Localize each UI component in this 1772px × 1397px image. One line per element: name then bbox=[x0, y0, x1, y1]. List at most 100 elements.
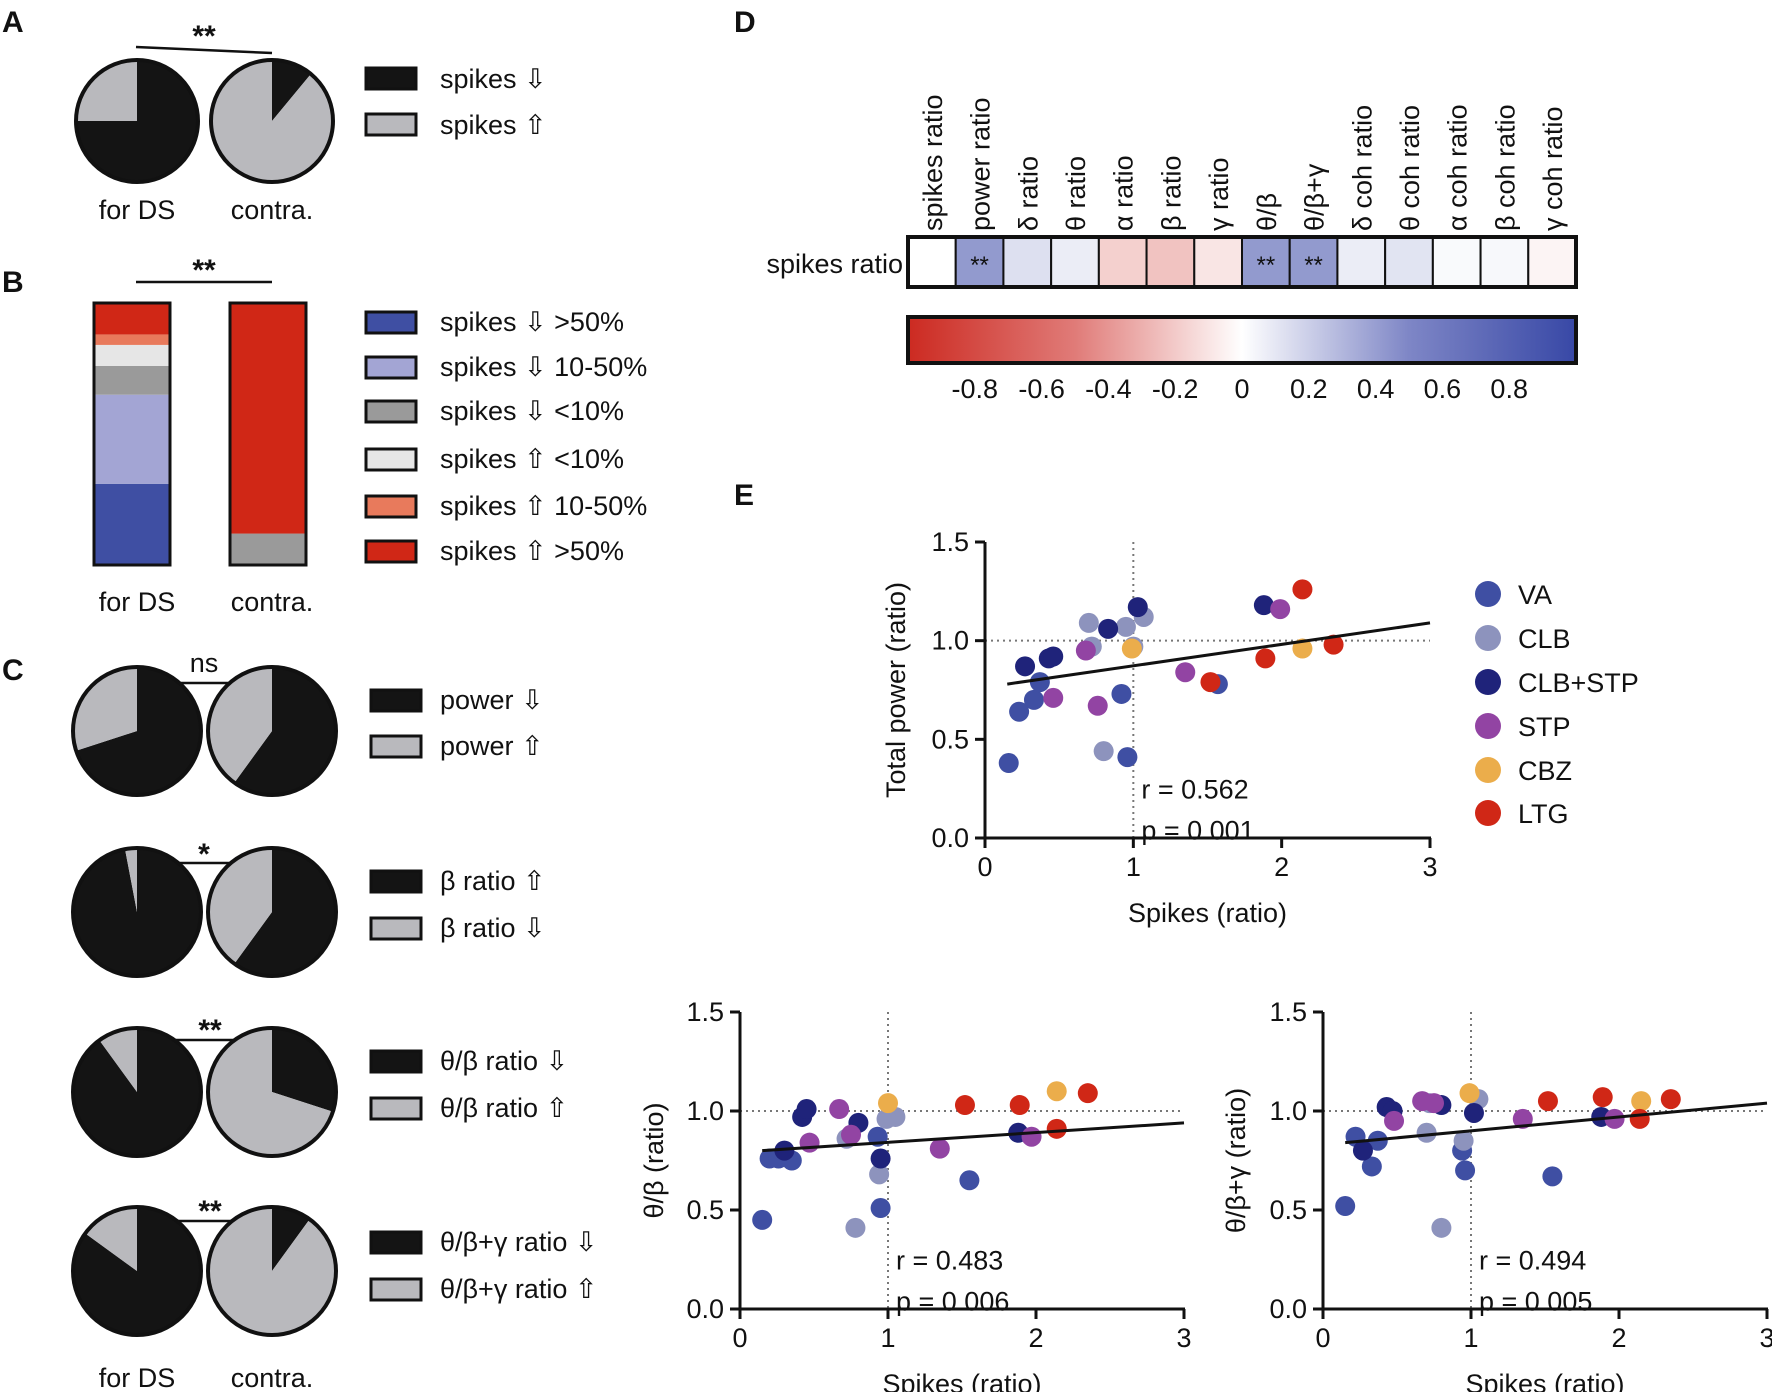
legend-swatch bbox=[364, 399, 418, 424]
group-label-contra: contra. bbox=[231, 1363, 314, 1392]
pie-slice bbox=[234, 667, 336, 795]
heatmap-column-label: γ ratio bbox=[1204, 157, 1234, 231]
legend-swatch bbox=[369, 1049, 423, 1074]
legend-label: spikes ⇧ <10% bbox=[440, 444, 624, 474]
legend-marker-clb-stp bbox=[1475, 669, 1501, 695]
scatter-total-power: 0 1 2 3 0.0 0.5 1.0 1.5 r = 0.562 p = 0.001 Spikes… bbox=[881, 527, 1438, 928]
pie-slice bbox=[99, 1028, 137, 1092]
legend-label-ltg: LTG bbox=[1518, 799, 1569, 829]
x-axis-label: Spikes (ratio) bbox=[1465, 1369, 1624, 1392]
y-tick-label: 0.0 bbox=[1269, 1294, 1307, 1324]
data-point bbox=[1023, 689, 1044, 710]
data-point bbox=[1270, 599, 1291, 620]
data-point bbox=[796, 1099, 817, 1120]
legend-label-down: spikes ⇩ bbox=[440, 64, 547, 94]
colorbar-tick-label: 0.4 bbox=[1357, 374, 1395, 404]
pie-slice bbox=[85, 1207, 137, 1271]
pie-slice bbox=[207, 848, 272, 964]
data-point bbox=[1537, 1091, 1558, 1112]
bar-segment bbox=[94, 394, 170, 484]
sig-label: * bbox=[198, 838, 210, 871]
data-point bbox=[1046, 1081, 1067, 1102]
data-point bbox=[1175, 662, 1196, 683]
legend-marker-clb bbox=[1475, 625, 1501, 651]
data-point bbox=[1361, 1156, 1382, 1177]
heatmap-column-label: θ/β bbox=[1252, 193, 1282, 231]
heatmap-column-label: θ ratio bbox=[1061, 156, 1091, 231]
data-point bbox=[1015, 656, 1036, 677]
pie-outline bbox=[206, 846, 338, 978]
legend-label: spikes ⇩ <10% bbox=[440, 396, 624, 426]
y-axis-label: θ/β+γ (ratio) bbox=[1221, 1088, 1251, 1233]
bar-segment bbox=[94, 334, 170, 345]
regression-line bbox=[1345, 1101, 1768, 1145]
data-point bbox=[1352, 1140, 1373, 1161]
pie-slice bbox=[272, 1028, 336, 1112]
heatmap-star: ** bbox=[1257, 252, 1276, 279]
stat-p: p = 0.001 bbox=[1141, 816, 1254, 846]
data-point bbox=[1021, 1126, 1042, 1147]
pie-slice bbox=[76, 667, 201, 795]
y-tick-label: 1.5 bbox=[931, 527, 969, 557]
data-point bbox=[1255, 648, 1276, 669]
data-point bbox=[1631, 1091, 1652, 1112]
legend-label-clb-stp: CLB+STP bbox=[1518, 668, 1639, 698]
y-tick-label: 0.0 bbox=[931, 823, 969, 853]
legend-label: spikes ⇧ 10-50% bbox=[440, 491, 647, 521]
stat-r: r = 0.483 bbox=[896, 1246, 1003, 1276]
data-point bbox=[870, 1148, 891, 1169]
bar-segment bbox=[94, 303, 170, 335]
heatmap-cell bbox=[1002, 236, 1053, 288]
pie-for-ds bbox=[74, 58, 200, 184]
stat-p: p = 0.006 bbox=[896, 1287, 1009, 1317]
legend-swatch bbox=[369, 734, 423, 759]
data-point bbox=[1111, 683, 1132, 704]
data-point bbox=[1043, 646, 1064, 667]
heatmap-cell bbox=[1336, 236, 1387, 288]
y-tick-label: 1.0 bbox=[1269, 1096, 1307, 1126]
panel-c: ns power ⇩ power ⇧ * β ratio ⇧ β ratio ⇩… bbox=[71, 648, 597, 1393]
colorbar-tick-label: -0.4 bbox=[1085, 374, 1132, 404]
bar-outline bbox=[92, 301, 172, 567]
heatmap-cell bbox=[1097, 236, 1148, 288]
pie-outline bbox=[71, 846, 203, 978]
legend-swatch bbox=[364, 355, 418, 380]
colorbar-tick-label: 0.2 bbox=[1290, 374, 1328, 404]
legend-label-stp: STP bbox=[1518, 712, 1571, 742]
colorbar-ticks: -0.8 -0.6 -0.4 -0.2 0 0.2 0.4 0.6 0.8 bbox=[952, 374, 1528, 404]
panel-d: spikes ratio power ratio δ ratio θ ratio α r… bbox=[766, 94, 1578, 404]
y-tick-label: 1.5 bbox=[686, 997, 724, 1027]
legend-label-cbz: CBZ bbox=[1518, 756, 1572, 786]
y-tick-label: 0.5 bbox=[1269, 1195, 1307, 1225]
pie-outline bbox=[71, 1026, 203, 1158]
pie-outline bbox=[71, 665, 203, 797]
data-point bbox=[1431, 1217, 1452, 1238]
pie-slice bbox=[207, 667, 272, 783]
data-point bbox=[1416, 1122, 1437, 1143]
heatmap-cell bbox=[1479, 236, 1530, 288]
data-point bbox=[1335, 1196, 1356, 1217]
x-tick-label: 1 bbox=[1463, 1323, 1478, 1353]
data-point bbox=[954, 1095, 975, 1116]
data-point bbox=[1046, 1118, 1067, 1139]
legend-swatch bbox=[369, 1277, 423, 1302]
legend-marker-va bbox=[1475, 581, 1501, 607]
data-point bbox=[1043, 687, 1064, 708]
pie-slice bbox=[210, 60, 333, 182]
data-point bbox=[1604, 1108, 1625, 1129]
data-point bbox=[1029, 672, 1050, 693]
sig-label: ** bbox=[198, 1195, 222, 1228]
pie-outline bbox=[206, 1205, 338, 1337]
data-point bbox=[1078, 612, 1099, 633]
data-point bbox=[1424, 1093, 1444, 1114]
legend-label-clb: CLB bbox=[1518, 624, 1571, 654]
regression-line bbox=[1007, 621, 1431, 686]
data-point bbox=[1253, 595, 1274, 616]
colorbar-tick-label: -0.6 bbox=[1018, 374, 1065, 404]
pie-slice bbox=[272, 1207, 310, 1271]
pie-slice bbox=[272, 60, 311, 121]
legend-label-up: spikes ⇧ bbox=[440, 110, 547, 140]
stat-r: r = 0.562 bbox=[1141, 775, 1248, 805]
heatmap-cell bbox=[1527, 236, 1578, 288]
group-label-for-ds: for DS bbox=[99, 195, 176, 225]
